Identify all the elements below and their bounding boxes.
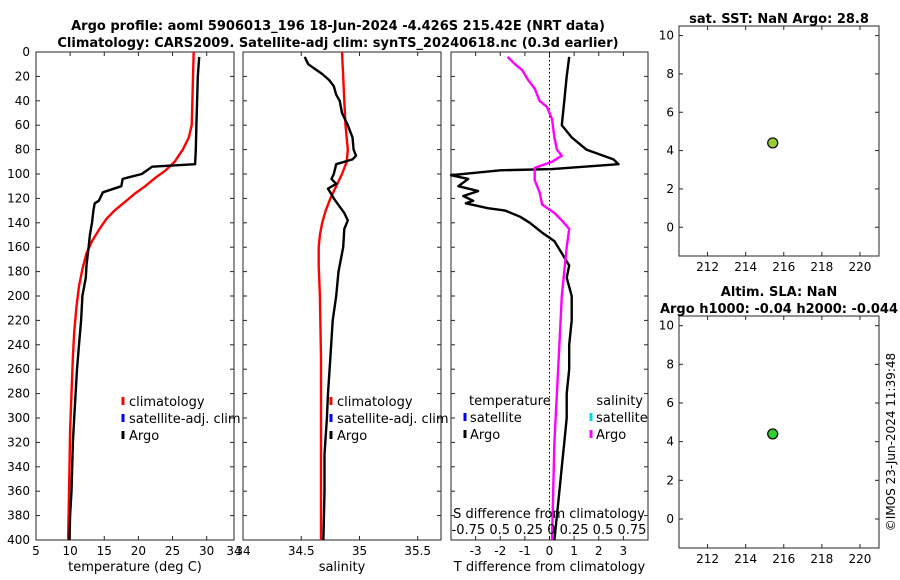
legend-label-temperature-0: climatology (129, 395, 205, 410)
x-axis-label-salinity: salinity (319, 560, 366, 575)
y-tick-label: 320 (7, 435, 30, 449)
x-tick-label-difference: -3 (470, 544, 482, 558)
legend-title-temperature: temperature (469, 394, 551, 409)
series-line-difference-t-difference (449, 56, 620, 541)
y-tick-label: 20 (15, 69, 30, 83)
scatter-y-tick-label: 0 (666, 512, 674, 526)
secondary-axis-label: S difference from climatology (453, 507, 645, 522)
scatter-x-tick-label: 214 (734, 552, 757, 566)
series-line-temperature-argo (68, 56, 201, 541)
scatter-y-tick-label: 8 (666, 67, 674, 81)
x-tick-label-temperature: 15 (97, 544, 112, 558)
y-tick-label: 120 (7, 191, 30, 205)
scatter-y-tick-label: 4 (666, 144, 674, 158)
plot-frame-temperature (35, 51, 235, 541)
scatter-y-tick-label: 0 (666, 220, 674, 234)
scatter-y-tick-label: 8 (666, 357, 674, 371)
scatter-frame-sst (678, 25, 880, 257)
scatter-x-tick-label: 220 (848, 260, 871, 274)
legend-label-salinity-2: Argo (337, 429, 367, 444)
y-tick-label: 240 (7, 338, 30, 352)
scatter-frame-sla (678, 315, 880, 549)
scatter-x-tick-label: 212 (696, 552, 719, 566)
legend-label-t-satellite: satellite (470, 411, 522, 426)
scatter-title-sla-0: Altim. SLA: NaN (721, 285, 837, 300)
scatter-y-tick-label: 4 (666, 435, 674, 449)
x-tick-label-difference: 3 (620, 544, 628, 558)
y-tick-label: 280 (7, 387, 30, 401)
y-tick-label: 60 (15, 118, 30, 132)
plot-frame-salinity (242, 51, 442, 541)
x-tick-label-temperature: 30 (199, 544, 214, 558)
scatter-title-sst-0: sat. SST: NaN Argo: 28.8 (689, 12, 869, 27)
x-axis-label-temperature: temperature (deg C) (68, 560, 202, 575)
y-tick-label: 260 (7, 362, 30, 376)
scatter-x-tick-label: 216 (772, 552, 795, 566)
watermark-text: ©IMOS 23-Jun-2024 11:39:48 (884, 353, 898, 531)
x-tick-label-salinity: 35 (352, 544, 367, 558)
y-tick-label: 40 (15, 94, 30, 108)
scatter-x-tick-label: 218 (810, 260, 833, 274)
y-tick-label: 140 (7, 216, 30, 230)
scatter-y-tick-label: 10 (659, 29, 674, 43)
y-tick-label: 380 (7, 509, 30, 523)
x-tick-label-temperature: 20 (131, 544, 146, 558)
y-tick-label: 360 (7, 484, 30, 498)
figure-title-line1: Argo profile: aoml 5906013_196 18-Jun-20… (71, 19, 605, 34)
x-tick-label-difference: 0 (546, 544, 554, 558)
x-tick-label-salinity: 35.5 (404, 544, 431, 558)
scatter-x-tick-label: 212 (696, 260, 719, 274)
x-tick-label-difference: 1 (570, 544, 578, 558)
x-tick-label-temperature: 10 (62, 544, 77, 558)
x-tick-label-difference: -1 (519, 544, 531, 558)
x-axis-label-difference: T difference from climatology (453, 560, 646, 575)
scatter-x-tick-label: 216 (772, 260, 795, 274)
series-line-salinity-climatology (317, 51, 349, 540)
scatter-y-tick-label: 6 (666, 396, 674, 410)
legend-label-temperature-1: satellite-adj. clim (129, 412, 241, 427)
scatter-x-tick-label: 218 (810, 552, 833, 566)
scatter-x-tick-label: 214 (734, 260, 757, 274)
y-tick-label: 400 (7, 533, 30, 547)
legend-label-salinity-0: climatology (337, 395, 413, 410)
scatter-y-tick-label: 2 (666, 182, 674, 196)
scatter-y-tick-label: 2 (666, 473, 674, 487)
legend-label-s-satellite: satellite (596, 411, 648, 426)
x-tick-label-difference: -2 (494, 544, 506, 558)
scatter-y-tick-label: 10 (659, 319, 674, 333)
y-tick-label: 300 (7, 411, 30, 425)
y-tick-label: 0 (22, 45, 30, 59)
y-tick-label: 180 (7, 265, 30, 279)
y-tick-label: 220 (7, 313, 30, 327)
scatter-title-sla-1: Argo h1000: -0.04 h2000: -0.044 (660, 302, 898, 317)
y-tick-label: 200 (7, 289, 30, 303)
legend-label-s-argo: Argo (596, 428, 626, 443)
y-tick-label: 100 (7, 167, 30, 181)
series-line-difference-s-difference (506, 56, 571, 541)
legend-title-salinity: salinity (596, 394, 643, 409)
x-tick-label-temperature: 5 (32, 544, 40, 558)
scatter-point-sst (767, 137, 779, 149)
scatter-y-tick-label: 6 (666, 105, 674, 119)
y-tick-label: 340 (7, 460, 30, 474)
series-line-temperature-climatology (66, 51, 195, 541)
x-tick-label-temperature: 25 (165, 544, 180, 558)
secondary-axis-ticks: -0.75 0.5 0.25 0 0.25 0.5 0.75 (452, 523, 647, 538)
x-tick-label-salinity: 34 (235, 544, 250, 558)
x-tick-label-salinity: 34.5 (288, 544, 315, 558)
series-line-salinity-argo (303, 56, 358, 541)
x-tick-label-difference: 2 (595, 544, 603, 558)
y-tick-label: 80 (15, 143, 30, 157)
scatter-x-tick-label: 220 (848, 552, 871, 566)
legend-label-temperature-2: Argo (129, 429, 159, 444)
legend-label-salinity-1: satellite-adj. clim (337, 412, 449, 427)
scatter-point-sla (767, 428, 779, 440)
legend-label-t-argo: Argo (470, 428, 500, 443)
figure-title-line2: Climatology: CARS2009. Satellite-adj cli… (57, 36, 618, 51)
x-tick-label-temperature: 34 (226, 544, 241, 558)
y-tick-label: 160 (7, 240, 30, 254)
